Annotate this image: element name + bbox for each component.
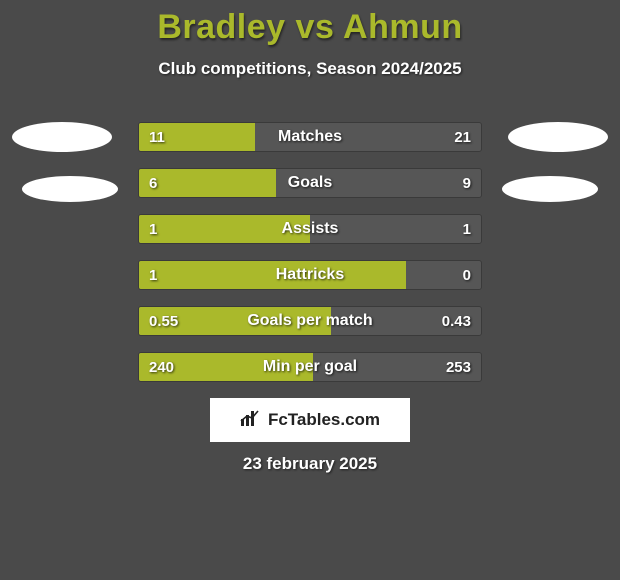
stat-row: 1121Matches — [138, 122, 482, 152]
stat-label: Assists — [139, 215, 481, 243]
date-label: 23 february 2025 — [0, 454, 620, 474]
stat-label: Goals per match — [139, 307, 481, 335]
stat-row: 0.550.43Goals per match — [138, 306, 482, 336]
stat-label: Goals — [139, 169, 481, 197]
stat-label: Min per goal — [139, 353, 481, 381]
vs-label: vs — [296, 8, 335, 46]
avatar-placeholder-right-2 — [502, 176, 598, 202]
comparison-card: Bradley vs Ahmun Club competitions, Seas… — [0, 0, 620, 580]
avatar-placeholder-left-2 — [22, 176, 118, 202]
avatar-placeholder-left-1 — [12, 122, 112, 152]
player-left-name: Bradley — [157, 8, 285, 46]
stat-row: 11Assists — [138, 214, 482, 244]
stat-row: 240253Min per goal — [138, 352, 482, 382]
stat-label: Hattricks — [139, 261, 481, 289]
stat-row: 10Hattricks — [138, 260, 482, 290]
subtitle: Club competitions, Season 2024/2025 — [0, 59, 620, 79]
stats-bars: 1121Matches 69Goals 11Assists 10Hattricks 0.… — [138, 122, 482, 398]
player-right-name: Ahmun — [343, 8, 463, 46]
avatar-placeholder-right-1 — [508, 122, 608, 152]
stat-row: 69Goals — [138, 168, 482, 198]
page-title: Bradley vs Ahmun — [0, 0, 620, 47]
watermark-text: FcTables.com — [268, 410, 380, 430]
chart-icon — [240, 409, 262, 432]
stat-label: Matches — [139, 123, 481, 151]
watermark: FcTables.com — [210, 398, 410, 442]
